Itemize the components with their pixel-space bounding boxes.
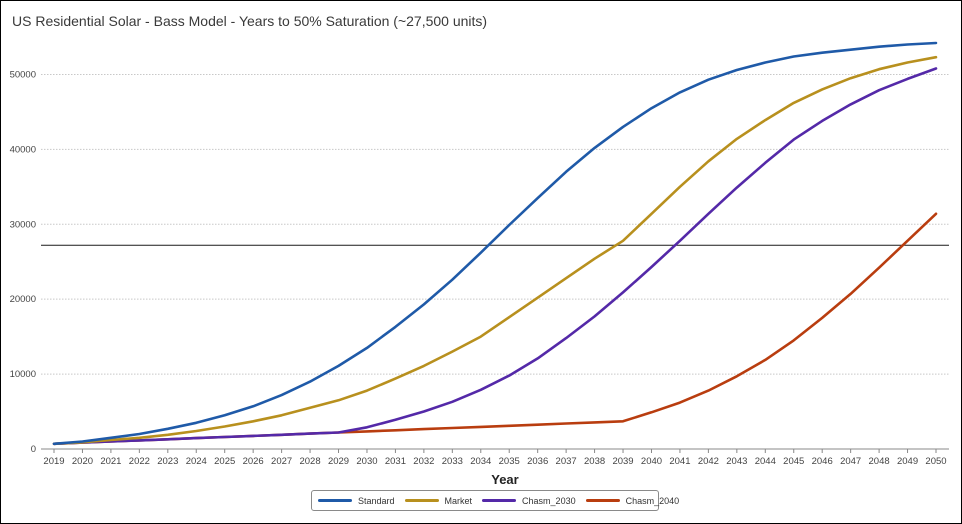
x-tick-label: 2046: [812, 456, 833, 467]
x-tick-label: 2028: [299, 456, 320, 467]
grid-layer: [41, 73, 949, 375]
legend-swatch: [404, 499, 439, 502]
x-tick-label: 2049: [897, 456, 918, 467]
x-tick-label: 2035: [499, 456, 520, 467]
x-tick-label: 2036: [527, 456, 548, 467]
x-tick-label: 2047: [840, 456, 861, 467]
x-tick-label: 2030: [356, 456, 377, 467]
x-tick-label: 2022: [129, 456, 150, 467]
legend-item-chasm-2040[interactable]: Chasm_2040: [585, 495, 680, 506]
y-tick-label: 10000: [10, 369, 36, 380]
legend-item-standard[interactable]: Standard: [318, 496, 395, 506]
x-tick-label: 2023: [157, 456, 178, 467]
x-tick-label: 2040: [641, 456, 662, 467]
legend-swatch: [585, 499, 620, 502]
x-tick-label: 2048: [869, 456, 890, 467]
chart-title: US Residential Solar - Bass Model - Year…: [12, 13, 488, 29]
series-line-market: [52, 55, 938, 446]
x-tick-label: 2042: [698, 456, 719, 467]
legend-label: Standard: [358, 495, 395, 506]
legend-swatch: [318, 499, 352, 502]
x-tick-label: 2026: [243, 456, 264, 467]
x-tick-label: 2050: [925, 456, 946, 467]
y-tick-label: 50000: [10, 69, 36, 80]
x-tick-label: 2044: [755, 456, 776, 467]
x-tick-label: 2033: [442, 456, 463, 467]
legend-label: Chasm_2040: [625, 495, 680, 506]
x-tick-label: 2038: [584, 456, 605, 467]
x-axis-title: Year: [491, 472, 518, 487]
y-tick-label: 30000: [10, 219, 36, 230]
x-tick-label: 2024: [186, 456, 207, 467]
legend-label: Chasm_2030: [522, 495, 576, 506]
y-tick-label: 20000: [10, 294, 36, 305]
x-tick-label: 2032: [413, 456, 434, 467]
x-tick-label: 2021: [100, 456, 121, 467]
y-tick-label: 40000: [10, 144, 36, 155]
x-tick-label: 2043: [726, 456, 747, 467]
y-tick-label: 0: [31, 444, 36, 455]
axis-layer: 0 10000 20000 30000 40000 50000 2019 2020 2021 20…: [10, 69, 949, 467]
x-tick-label: 2031: [385, 456, 406, 467]
legend: Standard Market Chasm_2030 Chasm_2040: [311, 490, 679, 511]
x-tick-label: 2037: [556, 456, 577, 467]
x-tick-label: 2039: [612, 456, 633, 467]
legend-item-chasm-2030[interactable]: Chasm_2030: [482, 496, 576, 506]
x-tick-label: 2019: [43, 456, 64, 467]
legend-label: Market: [444, 495, 473, 506]
legend-swatch: [482, 499, 517, 502]
x-tick-label: 2034: [470, 456, 491, 467]
series-line-chasm-2040: [52, 212, 938, 446]
x-tick-label: 2029: [328, 456, 349, 467]
series-layer: [52, 41, 938, 446]
x-tick-label: 2045: [783, 456, 804, 467]
series-line-standard: [52, 41, 938, 446]
x-tick-label: 2020: [72, 456, 93, 467]
legend-item-market[interactable]: Market: [404, 495, 473, 506]
x-tick-label: 2041: [669, 456, 690, 467]
x-tick-label: 2027: [271, 456, 292, 467]
x-tick-label: 2025: [214, 456, 235, 467]
series-line-chasm-2030: [52, 67, 938, 446]
